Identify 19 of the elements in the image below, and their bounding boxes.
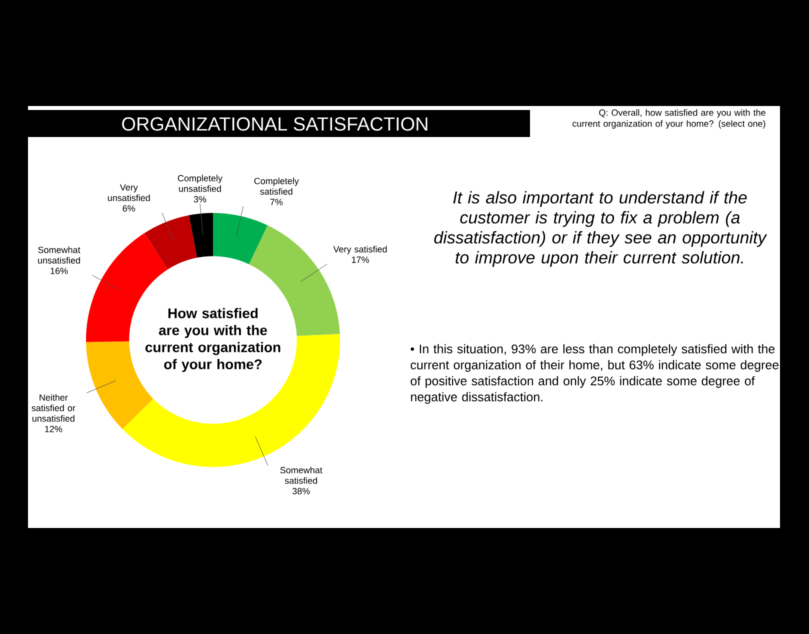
text: How satisfied are you with the current organization of your home?: [145, 308, 280, 372]
slice-label: Completely unsatisfied: [178, 174, 222, 192]
data-label: 12%: [45, 426, 62, 432]
chart-title: ORGANIZATIONAL SATISFACTION: [122, 117, 428, 131]
slice-label: Completely satisfied: [254, 178, 299, 195]
data-label: 38%: [292, 488, 310, 494]
slice-label: Somewhat unsatisfied: [38, 246, 80, 264]
data-label: 17%: [352, 256, 369, 263]
slice-label: Neither satisfied or unsatisfied: [32, 394, 76, 422]
text: It is also important to understand if the customer is trying to fix a problem (a dissatisfaction) or if they see an opportunity to improve upon their current solution.: [434, 191, 768, 267]
data-label: 6%: [122, 205, 136, 212]
data-label: 3%: [194, 196, 206, 202]
slice-label: Very unsatisfied: [108, 184, 150, 202]
text: • In this situation, 93% are less than completely satisfied with the current organization of their home, but 63% indicate some degree of positive satisfaction and only 25% indicate some degree of negative dissatisfaction.: [410, 344, 779, 404]
text: Q: Overall, how satisfied are you with the current organization of your home? (select one): [572, 109, 766, 129]
data-label: 16%: [50, 268, 68, 274]
slice-label: Somewhat satisfied: [280, 466, 322, 484]
data-label: 7%: [270, 198, 283, 206]
slice-label: Very satisfied: [333, 246, 387, 254]
